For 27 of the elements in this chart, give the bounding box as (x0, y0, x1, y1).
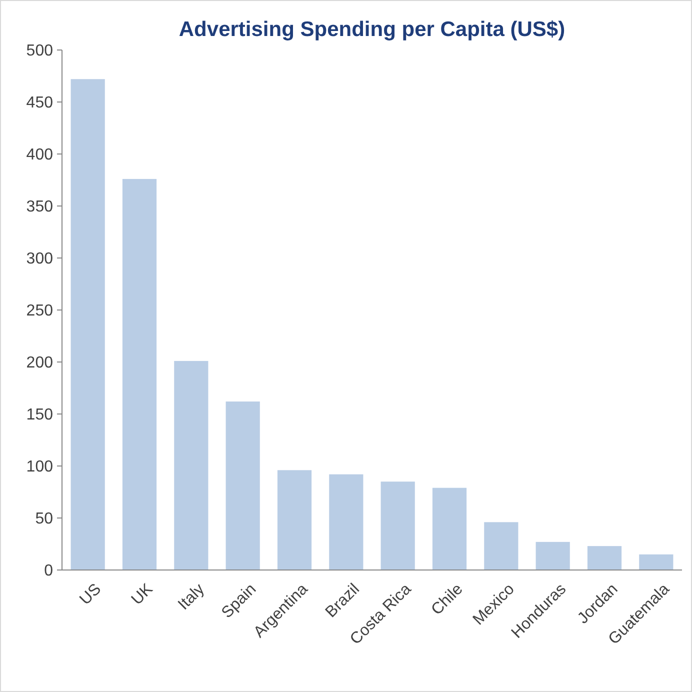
x-tick-label: UK (128, 580, 156, 608)
chart-title: Advertising Spending per Capita (US$) (178, 18, 566, 41)
bar (639, 554, 674, 570)
bar (122, 178, 157, 570)
bar (277, 470, 312, 570)
bar (536, 542, 570, 570)
y-tick-label: 250 (26, 302, 54, 320)
x-tick-label: US (76, 580, 105, 608)
bar (174, 360, 208, 570)
y-tick-label: 100 (26, 458, 54, 476)
y-tick-label: 200 (26, 354, 54, 372)
y-tick-label: 400 (26, 146, 54, 164)
bar (70, 79, 105, 570)
x-tick-label: Italy (175, 580, 208, 614)
bar (484, 522, 518, 570)
bar (432, 488, 467, 570)
bar (380, 482, 415, 570)
y-tick-label: 300 (26, 250, 54, 268)
bar (226, 402, 260, 570)
bar (587, 546, 622, 570)
y-tick-label: 450 (26, 94, 54, 112)
bar (329, 474, 364, 570)
y-tick-label: 500 (26, 42, 54, 60)
y-tick-label: 350 (26, 198, 54, 216)
y-tick-label: 0 (44, 562, 54, 580)
y-tick-label: 150 (26, 406, 54, 424)
y-tick-label: 50 (35, 510, 54, 528)
